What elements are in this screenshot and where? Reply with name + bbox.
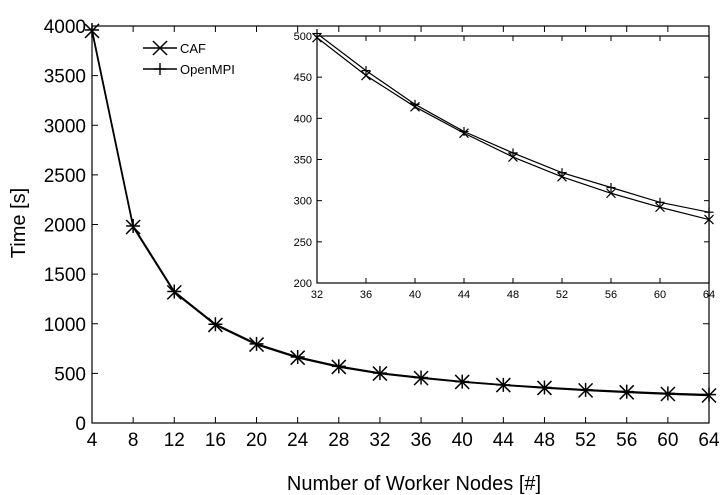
inset-point-caf-stroke-b — [361, 70, 371, 81]
main-x-tick-label: 48 — [534, 430, 555, 451]
legend-marker — [152, 40, 168, 56]
inset-point-openmpi — [459, 127, 469, 137]
inset-y-tick-label: 300 — [294, 196, 312, 208]
main-plot: 4 8 12 16 20 24 28 32 36 40 44 48 52 56 60 640500100015… — [44, 17, 720, 451]
main-x-tick-label: 56 — [616, 430, 637, 451]
main-x-tick-label: 16 — [205, 430, 226, 451]
main-series-line-openmpi — [92, 29, 709, 396]
main-point-openmpi — [660, 386, 675, 401]
main-x-tick-label: 4 — [87, 430, 98, 451]
main-point-openmpi — [208, 317, 223, 332]
inset-x-tick-label: 60 — [654, 289, 666, 301]
main-y-tick-label: 3000 — [44, 116, 86, 137]
inset-point-caf-stroke-b — [606, 188, 616, 199]
main-y-tick-label: 2500 — [44, 166, 86, 187]
main-point-openmpi — [249, 336, 264, 351]
main-y-tick-label: 0 — [75, 414, 86, 435]
inset-plot-bg — [317, 36, 709, 283]
legend-item-openmpi: OpenMPI — [143, 62, 235, 77]
main-x-tick-label: 36 — [410, 430, 431, 451]
main-point-openmpi — [126, 218, 141, 233]
legend-marker-stroke-b — [152, 40, 168, 56]
inset-point-openmpi — [508, 148, 518, 158]
inset-point-caf — [361, 70, 371, 81]
main-y-tick-label: 1500 — [44, 265, 86, 286]
main-y-tick-label: 3500 — [44, 67, 86, 88]
main-point-openmpi — [537, 380, 552, 395]
main-y-tick-label: 2000 — [44, 216, 86, 237]
main-point-openmpi — [496, 377, 511, 392]
main-point-openmpi — [578, 382, 593, 397]
main-y-tick-label: 1000 — [44, 315, 86, 336]
y-axis-title: Time [s] — [8, 188, 30, 258]
inset-x-tick-label: 40 — [409, 289, 421, 301]
legend: CAF OpenMPI — [143, 40, 235, 77]
inset-y-tick-label: 250 — [294, 237, 312, 249]
inset-y-tick-label: 200 — [294, 278, 312, 290]
inset-point-openmpi — [606, 182, 616, 192]
inset-point-openmpi — [557, 168, 567, 178]
main-y-tick-label: 500 — [54, 364, 86, 385]
inset-point-openmpi — [655, 197, 665, 207]
main-x-tick-label: 40 — [452, 430, 473, 451]
inset-x-tick-label: 56 — [605, 289, 617, 301]
legend-label: CAF — [180, 41, 206, 56]
inset-x-tick-label: 64 — [703, 289, 715, 301]
inset-point-caf — [655, 202, 665, 213]
inset-x-tick-label: 48 — [507, 289, 519, 301]
inset-frame — [316, 35, 710, 284]
inset-x-tick-label: 32 — [311, 289, 323, 301]
inset-y-tick-label: 400 — [294, 113, 312, 125]
main-x-tick-label: 32 — [369, 430, 390, 451]
main-x-tick-label: 52 — [575, 430, 596, 451]
main-x-tick-label: 44 — [493, 430, 515, 451]
legend-item-caf: CAF — [143, 40, 206, 56]
inset-x-tick-label: 44 — [458, 289, 470, 301]
main-x-tick-label: 24 — [287, 430, 309, 451]
legend-marker — [154, 63, 166, 75]
inset-y-tick-label: 450 — [294, 72, 312, 84]
main-point-openmpi — [619, 384, 634, 399]
inset-plot: 32 36 40 44 48 52 56 60 64 200 250 300 350 400 450 500 — [294, 29, 715, 301]
main-point-openmpi — [167, 284, 182, 299]
inset-x-tick-label: 52 — [556, 289, 568, 301]
inset-y-tick-label: 350 — [294, 155, 312, 167]
legend-label: OpenMPI — [180, 62, 235, 77]
main-x-tick-label: 12 — [164, 430, 185, 451]
main-y-tick-label: 4000 — [44, 17, 86, 38]
x-axis-title: Number of Worker Nodes [#] — [287, 473, 541, 495]
main-x-tick-label: 60 — [657, 430, 678, 451]
main-x-tick-label: 28 — [328, 430, 349, 451]
inset-point-openmpi — [361, 66, 371, 76]
inset-point-caf — [606, 188, 616, 199]
main-x-tick-label: 20 — [246, 430, 267, 451]
main-x-tick-label: 64 — [698, 430, 720, 451]
main-x-tick-label: 8 — [128, 430, 139, 451]
inset-point-openmpi — [410, 99, 420, 109]
main-point-openmpi — [455, 374, 470, 389]
main-point-openmpi — [372, 366, 387, 381]
inset-x-tick-label: 36 — [360, 289, 372, 301]
main-point-openmpi — [290, 349, 305, 364]
inset-y-tick-label: 500 — [294, 31, 312, 43]
main-point-openmpi — [414, 370, 429, 385]
main-point-openmpi — [331, 359, 346, 374]
inset-point-caf-stroke-b — [655, 202, 665, 213]
